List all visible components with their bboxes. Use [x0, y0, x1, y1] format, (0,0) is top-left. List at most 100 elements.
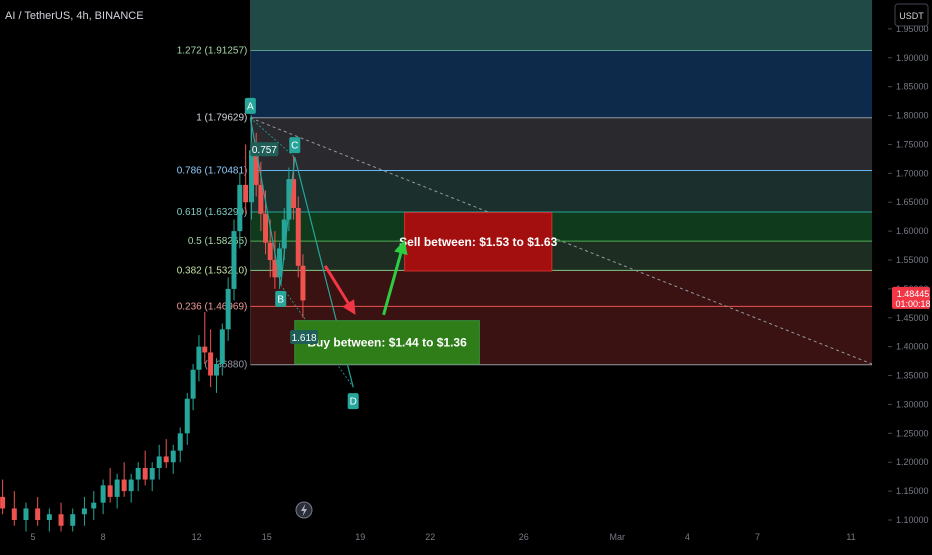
candle-body [81, 508, 87, 515]
candle-body [291, 179, 297, 208]
candle [70, 508, 76, 532]
price-tick-label: 1.70000 [896, 168, 929, 178]
fib-level-label: 0.382 (1.53210) [177, 265, 248, 276]
candle [237, 173, 243, 249]
fib-band [250, 212, 873, 242]
sell-zone[interactable]: Sell between: $1.53 to $1.63 [399, 212, 558, 272]
candle-body [208, 352, 214, 376]
candle-body [91, 502, 97, 509]
price-tick-label: 1.55000 [896, 255, 929, 265]
zone-label: Buy between: $1.44 to $1.36 [307, 335, 467, 349]
price-tick-label: 1.95000 [896, 24, 929, 34]
fib-band [250, 117, 873, 171]
candle [249, 115, 255, 220]
arrow-up[interactable] [382, 239, 408, 316]
candle [231, 219, 237, 301]
candle-body [281, 219, 287, 249]
candle [243, 144, 249, 214]
candle [100, 479, 106, 515]
point-text: D [350, 397, 357, 408]
price-tick-label: 1.30000 [896, 399, 929, 409]
price-axis[interactable]: 1.95000 1.90000 1.85000 1.80000 1.75000 1.700… [888, 0, 932, 550]
pattern-leg[interactable] [280, 157, 296, 285]
candle-body [184, 398, 190, 434]
ratio-text: 1.618 [292, 333, 317, 344]
ratio-text: 0.757 [252, 145, 277, 156]
currency-label: USDT [899, 11, 924, 21]
candle [58, 502, 64, 532]
candle [121, 462, 127, 497]
candle-body [300, 265, 306, 301]
price-axis-bg [888, 0, 932, 550]
candle-body [107, 485, 113, 497]
zone-box[interactable] [404, 212, 553, 272]
candle-body [202, 346, 208, 353]
fib-level-label: 1 (1.79629) [196, 113, 247, 124]
candle [300, 254, 306, 318]
chart-title: AI / TetherUS, 4h, BINANCE [5, 10, 144, 22]
candle [11, 491, 17, 526]
zone-box[interactable] [294, 320, 480, 365]
candle [35, 496, 41, 526]
candle-body [253, 150, 259, 185]
arrow-head [342, 299, 356, 315]
candle [163, 439, 169, 468]
point-label-a: A [244, 97, 256, 114]
buy-zone[interactable]: Buy between: $1.44 to $1.36 [294, 320, 480, 365]
ratio-badge [250, 142, 279, 157]
time-tick-label: 22 [425, 532, 435, 542]
candle-body [286, 179, 292, 220]
time-tick-label: 11 [846, 532, 855, 542]
candle-body [35, 508, 41, 520]
point-badge [289, 137, 301, 154]
candle-body [231, 231, 237, 289]
candle [213, 358, 219, 393]
candle [114, 473, 120, 509]
pattern-labels: A B C D 0.757 1.618 [244, 97, 359, 410]
time-axis[interactable]: 5 8 12 15 19 22 26 Mar 4 7 11 [30, 532, 855, 542]
price-tick-label: 1.90000 [896, 53, 929, 63]
ratio-label: 1.618 [290, 330, 319, 344]
price-tick-label: 1.25000 [896, 428, 929, 438]
candle-body [237, 184, 243, 232]
candle-body [23, 508, 29, 520]
time-tick-label: 12 [192, 532, 202, 542]
fib-band [250, 170, 873, 213]
candle [295, 196, 301, 278]
time-tick-label: 15 [262, 532, 272, 542]
candle-body [156, 456, 162, 468]
arrow-down[interactable] [323, 264, 356, 315]
fib-level-label: 0.786 (1.70481) [177, 166, 248, 177]
candle-body [58, 514, 64, 526]
zone-label: Sell between: $1.53 to $1.63 [399, 235, 557, 249]
candle-body [163, 456, 169, 463]
candle-body [213, 364, 219, 376]
lightning-icon[interactable] [295, 501, 313, 519]
fib-level-label: 0.618 (1.63299) [177, 207, 248, 218]
candle [91, 491, 97, 520]
candle-body [128, 479, 134, 492]
fib-level-label: 0 (1.36880) [196, 360, 247, 371]
fibonacci-retracement[interactable]: 1.272 (1.91257) 1 (1.79629) 0.786 (1.70481… [177, 0, 873, 371]
candle [46, 508, 52, 532]
candle-body [135, 468, 141, 480]
time-tick-label: 19 [355, 532, 365, 542]
candle [219, 323, 225, 376]
candle [177, 427, 183, 463]
price-tag-bg [892, 286, 930, 309]
candle [0, 479, 6, 515]
candle-body [249, 150, 255, 203]
fib-level-label: 0.5 (1.58265) [188, 236, 248, 247]
trade-zones[interactable]: Sell between: $1.53 to $1.63 Buy between:… [294, 212, 558, 365]
point-label-b: B [275, 290, 287, 307]
time-tick-label: 5 [30, 532, 35, 542]
candle-body [0, 496, 6, 509]
candle-body [196, 346, 202, 370]
candle [202, 312, 208, 364]
price-tick-label: 1.20000 [896, 457, 929, 467]
candle [190, 364, 196, 411]
candle [170, 444, 176, 474]
price-tick-label: 1.80000 [896, 111, 929, 121]
currency-button[interactable]: USDT [894, 3, 929, 27]
